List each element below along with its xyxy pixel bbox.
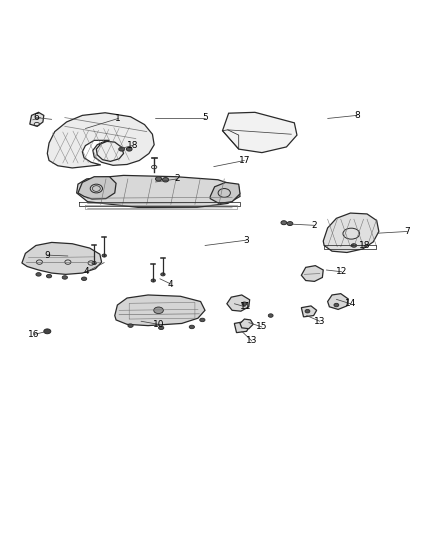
Ellipse shape xyxy=(46,274,52,278)
Ellipse shape xyxy=(281,221,287,225)
Polygon shape xyxy=(47,113,154,168)
Text: 16: 16 xyxy=(28,330,40,339)
Ellipse shape xyxy=(268,314,273,317)
Polygon shape xyxy=(78,177,116,199)
Ellipse shape xyxy=(351,244,357,247)
Text: 5: 5 xyxy=(202,113,208,122)
Ellipse shape xyxy=(161,273,165,276)
Polygon shape xyxy=(22,243,102,274)
Text: 17: 17 xyxy=(239,156,250,165)
Text: 1: 1 xyxy=(115,114,121,123)
Ellipse shape xyxy=(128,324,133,327)
Polygon shape xyxy=(328,294,348,310)
Ellipse shape xyxy=(36,273,41,276)
Ellipse shape xyxy=(200,318,205,322)
Ellipse shape xyxy=(102,254,106,257)
Ellipse shape xyxy=(159,326,164,329)
Polygon shape xyxy=(234,322,250,333)
Ellipse shape xyxy=(126,147,132,151)
Ellipse shape xyxy=(151,279,155,282)
Ellipse shape xyxy=(119,147,124,151)
Text: 15: 15 xyxy=(256,322,268,332)
Ellipse shape xyxy=(287,222,293,225)
Text: 18: 18 xyxy=(127,141,138,150)
Ellipse shape xyxy=(305,310,310,313)
Text: 6: 6 xyxy=(33,113,39,122)
Text: 13: 13 xyxy=(314,317,325,326)
Ellipse shape xyxy=(162,177,169,182)
Text: 2: 2 xyxy=(312,221,317,230)
Text: 12: 12 xyxy=(336,267,347,276)
Polygon shape xyxy=(301,306,317,317)
Ellipse shape xyxy=(334,303,339,307)
Polygon shape xyxy=(115,295,205,326)
Ellipse shape xyxy=(155,177,162,181)
Polygon shape xyxy=(301,265,323,281)
Polygon shape xyxy=(323,213,379,253)
Text: 4: 4 xyxy=(84,267,89,276)
Ellipse shape xyxy=(44,329,51,334)
Text: 18: 18 xyxy=(359,241,370,250)
Text: 14: 14 xyxy=(345,299,356,308)
Text: 10: 10 xyxy=(153,320,164,329)
Ellipse shape xyxy=(154,307,163,313)
Polygon shape xyxy=(223,112,297,152)
Text: 4: 4 xyxy=(168,279,173,288)
Polygon shape xyxy=(240,319,253,329)
Text: 11: 11 xyxy=(240,302,251,311)
Polygon shape xyxy=(227,295,250,311)
Ellipse shape xyxy=(92,262,96,264)
Text: 8: 8 xyxy=(354,111,360,120)
Ellipse shape xyxy=(62,276,67,279)
Polygon shape xyxy=(77,175,240,207)
Text: 9: 9 xyxy=(44,251,50,260)
Ellipse shape xyxy=(189,325,194,329)
Ellipse shape xyxy=(242,302,247,305)
Polygon shape xyxy=(210,182,240,204)
Ellipse shape xyxy=(81,277,87,280)
Polygon shape xyxy=(30,112,44,126)
Text: 13: 13 xyxy=(246,336,258,345)
Text: 3: 3 xyxy=(243,236,249,245)
Text: 2: 2 xyxy=(175,174,180,183)
Text: 7: 7 xyxy=(404,227,410,236)
